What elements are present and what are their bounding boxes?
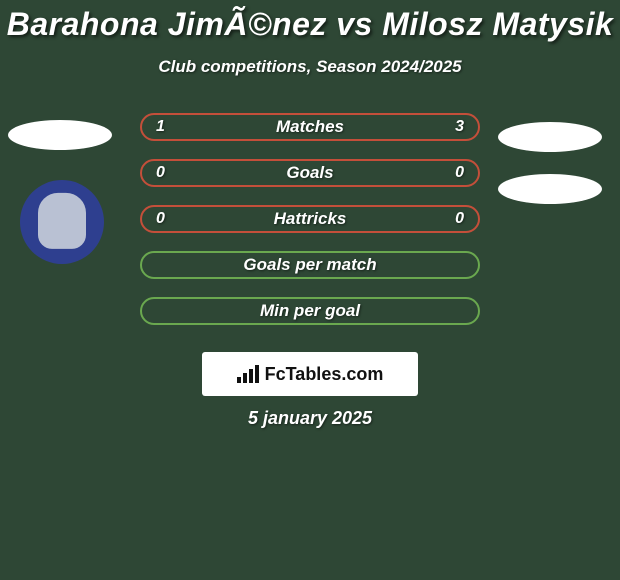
stat-right-value: 3 — [455, 118, 464, 136]
snapshot-date: 5 january 2025 — [0, 408, 620, 429]
stat-row: Goals per match — [0, 251, 620, 297]
stat-row: 0 Goals 0 — [0, 159, 620, 205]
stat-row: 1 Matches 3 — [0, 113, 620, 159]
stat-right-value: 0 — [455, 164, 464, 182]
stat-label: Goals per match — [142, 255, 478, 275]
stat-right-value: 0 — [455, 210, 464, 228]
stat-row: Min per goal — [0, 297, 620, 343]
stat-pill-min-per-goal: Min per goal — [140, 297, 480, 325]
page-title: Barahona JimÃ©nez vs Milosz Matysik — [0, 0, 620, 43]
stat-left-value: 0 — [156, 164, 165, 182]
stat-pill-matches: 1 Matches 3 — [140, 113, 480, 141]
stat-row: 0 Hattricks 0 — [0, 205, 620, 251]
stat-label: Goals — [142, 163, 478, 183]
stat-pill-hattricks: 0 Hattricks 0 — [140, 205, 480, 233]
page-subtitle: Club competitions, Season 2024/2025 — [0, 57, 620, 77]
stat-label: Hattricks — [142, 209, 478, 229]
stat-pill-goals: 0 Goals 0 — [140, 159, 480, 187]
stat-pill-goals-per-match: Goals per match — [140, 251, 480, 279]
stat-label: Min per goal — [142, 301, 478, 321]
stats-rows: 1 Matches 3 0 Goals 0 0 Hattricks 0 Goal… — [0, 113, 620, 343]
source-logo-text: FcTables.com — [265, 364, 384, 385]
stat-left-value: 1 — [156, 118, 165, 136]
bar-chart-icon — [237, 365, 259, 383]
stat-label: Matches — [142, 117, 478, 137]
comparison-card: Barahona JimÃ©nez vs Milosz Matysik Club… — [0, 0, 620, 580]
source-logo: FcTables.com — [202, 352, 418, 396]
stat-left-value: 0 — [156, 210, 165, 228]
